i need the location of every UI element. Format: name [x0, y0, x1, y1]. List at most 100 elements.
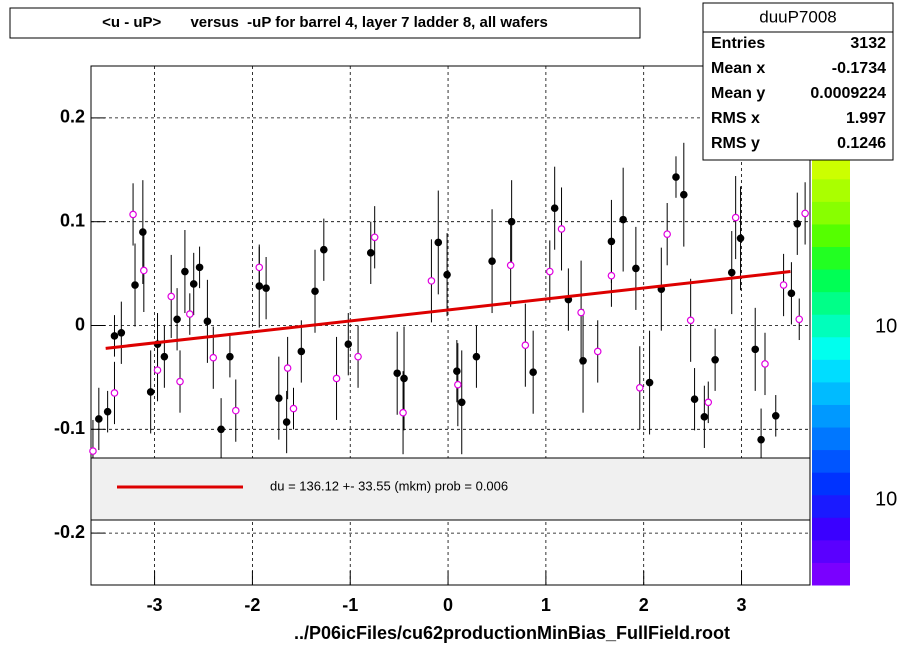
data-point	[203, 317, 212, 326]
colorbar-cell	[812, 178, 850, 202]
data-point	[262, 284, 270, 292]
data-point	[226, 352, 234, 361]
data-point	[186, 310, 194, 318]
colorbar-cell	[812, 472, 850, 496]
colorbar-label: 10	[875, 315, 897, 337]
data-point	[344, 340, 353, 348]
data-point	[751, 345, 760, 354]
colorbar-cell	[812, 494, 850, 518]
stats-key: RMS y	[711, 135, 760, 152]
y-tick-label: 0.2	[60, 107, 85, 127]
data-point	[354, 352, 362, 361]
data-point	[454, 380, 462, 389]
data-point	[635, 383, 644, 392]
x-tick-label: 1	[541, 595, 551, 615]
data-point	[370, 233, 379, 242]
y-tick-label: 0	[75, 314, 85, 334]
data-point	[488, 257, 496, 265]
data-point	[129, 210, 137, 219]
data-point	[117, 328, 126, 337]
data-point	[139, 228, 147, 236]
data-point	[176, 377, 184, 386]
fit-line	[105, 270, 791, 350]
data-point	[607, 271, 616, 280]
data-point	[209, 353, 218, 362]
colorbar-cell	[812, 201, 850, 225]
x-tick-label: 2	[639, 595, 649, 615]
legend-box	[90, 457, 811, 521]
data-point	[690, 395, 699, 403]
data-point	[607, 237, 616, 246]
data-point	[189, 280, 198, 288]
data-point	[757, 435, 765, 444]
colorbar-cell	[812, 291, 850, 315]
data-point	[779, 281, 788, 289]
data-point	[283, 364, 292, 372]
data-point	[593, 347, 602, 356]
colorbar-cell	[812, 449, 850, 473]
data-point	[282, 418, 291, 426]
data-point	[427, 277, 436, 285]
colorbar-cell	[812, 269, 850, 293]
colorbar-cell	[812, 336, 850, 360]
stats-key: Mean x	[711, 60, 765, 77]
stats-key: Entries	[711, 35, 765, 52]
data-point	[160, 352, 169, 361]
data-point	[146, 388, 155, 396]
colorbar-cell	[812, 246, 850, 270]
data-point	[297, 347, 306, 356]
stats-value: 0.0009224	[810, 85, 886, 102]
data-point	[704, 398, 713, 407]
colorbar-cell	[812, 381, 850, 405]
data-point	[332, 374, 341, 383]
x-tick-label: 0	[443, 595, 453, 615]
x-tick-label: -3	[147, 595, 163, 615]
data-point	[645, 378, 654, 387]
y-tick-label: 0.1	[60, 210, 85, 230]
legend-entry: du = 136.12 +- 33.55 (mkm) prob = 0.006	[270, 478, 508, 493]
colorbar-cell	[812, 156, 850, 180]
data-point	[110, 332, 119, 340]
stats-value: 3132	[850, 35, 886, 52]
data-point	[801, 209, 809, 218]
data-point	[110, 389, 119, 397]
data-point	[793, 219, 802, 228]
data-point	[366, 249, 375, 257]
data-point	[632, 264, 640, 273]
colorbar-cell	[812, 517, 850, 541]
data-point	[727, 268, 736, 277]
colorbar-cell	[812, 539, 850, 563]
x-tick-label: -2	[244, 595, 260, 615]
data-point	[443, 270, 451, 279]
data-point	[700, 413, 709, 421]
x-tick-label: 3	[737, 595, 747, 615]
data-point	[472, 352, 481, 361]
data-point	[506, 261, 515, 270]
data-point	[680, 190, 688, 199]
data-point	[711, 355, 719, 364]
colorbar-cell	[812, 359, 850, 383]
data-point	[731, 213, 740, 222]
colorbar-cell	[812, 427, 850, 451]
data-point	[550, 204, 559, 213]
colorbar-cell	[812, 223, 850, 248]
data-point	[289, 404, 298, 413]
x-tick-label: -1	[342, 595, 358, 615]
data-point	[619, 215, 627, 224]
data-point	[453, 367, 461, 375]
colorbar-cell	[812, 404, 850, 428]
data-point	[320, 245, 328, 254]
data-point	[153, 366, 162, 374]
stats-value: 0.1246	[837, 135, 886, 152]
data-point	[787, 289, 796, 298]
data-point	[686, 316, 695, 325]
data-point	[275, 394, 283, 402]
data-point	[311, 287, 319, 296]
data-point	[761, 360, 769, 368]
data-point	[400, 374, 408, 383]
data-point	[457, 398, 466, 407]
data-point	[507, 217, 516, 226]
colorbar-label: 10	[875, 488, 897, 510]
data-point	[529, 368, 537, 377]
